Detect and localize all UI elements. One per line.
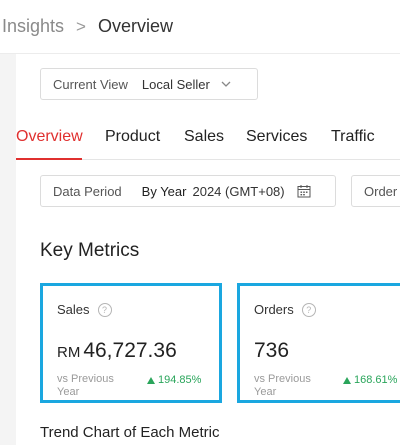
metric-number: 46,727.36 [83, 339, 177, 362]
calendar-icon [297, 184, 311, 198]
data-period-label: Data Period [53, 183, 122, 199]
breadcrumb-overview: Overview [97, 16, 173, 36]
order-type-label: Order [364, 184, 398, 199]
breadcrumb-separator: > [76, 16, 86, 36]
metric-delta: 194.85% [147, 374, 201, 386]
metric-compare-label: vs Previous Year [57, 373, 114, 398]
data-period-value: 2024 (GMT+08) [192, 183, 285, 199]
trend-up-icon [147, 376, 155, 384]
breadcrumb: Insights > Overview [0, 0, 400, 54]
metric-title: Sales ? [57, 302, 112, 317]
trend-up-icon [343, 376, 351, 384]
help-icon[interactable]: ? [97, 302, 112, 317]
metric-title: Orders ? [254, 302, 316, 317]
metric-currency: RM [57, 344, 81, 361]
order-type-select[interactable]: Order [351, 175, 400, 207]
chevron-down-icon [220, 78, 232, 90]
tab-services[interactable]: Services [246, 128, 308, 145]
data-period-picker[interactable]: Data Period By Year 2024 (GMT+08) [40, 175, 336, 207]
metric-delta-value: 194.85% [158, 374, 202, 386]
tab-bar: Overview Product Sales Services Traffic [16, 118, 400, 160]
active-tab-indicator [16, 158, 82, 160]
current-view-select[interactable]: Current View Local Seller [40, 68, 258, 100]
metric-value: 736 [254, 339, 289, 363]
metric-card-orders[interactable]: Orders ? 736 vs Previous Year 168.61% [237, 283, 400, 403]
metric-delta-value: 168.61% [354, 374, 398, 386]
metric-title-label: Sales [57, 302, 90, 317]
metric-value: RM 46,727.36 [57, 339, 177, 363]
left-gutter [0, 54, 16, 445]
breadcrumb-insights[interactable]: Insights [2, 16, 65, 36]
tab-overview[interactable]: Overview [16, 128, 83, 145]
metric-title-label: Orders [254, 302, 294, 317]
current-view-label: Current View [53, 76, 128, 92]
tab-sales[interactable]: Sales [184, 128, 225, 145]
current-view-value: Local Seller [141, 76, 210, 92]
metric-delta: 168.61% [343, 374, 397, 386]
key-metrics-title: Key Metrics [40, 240, 140, 261]
metric-number: 736 [254, 339, 290, 362]
metric-card-sales[interactable]: Sales ? RM 46,727.36 vs Previous Year 194… [40, 283, 222, 403]
tab-product[interactable]: Product [105, 128, 161, 145]
trend-chart-title: Trend Chart of Each Metric [40, 424, 220, 441]
metric-compare-label: vs Previous Year [254, 373, 311, 398]
help-icon[interactable]: ? [301, 302, 316, 317]
tab-traffic[interactable]: Traffic [331, 128, 375, 145]
data-period-mode: By Year [141, 183, 187, 199]
